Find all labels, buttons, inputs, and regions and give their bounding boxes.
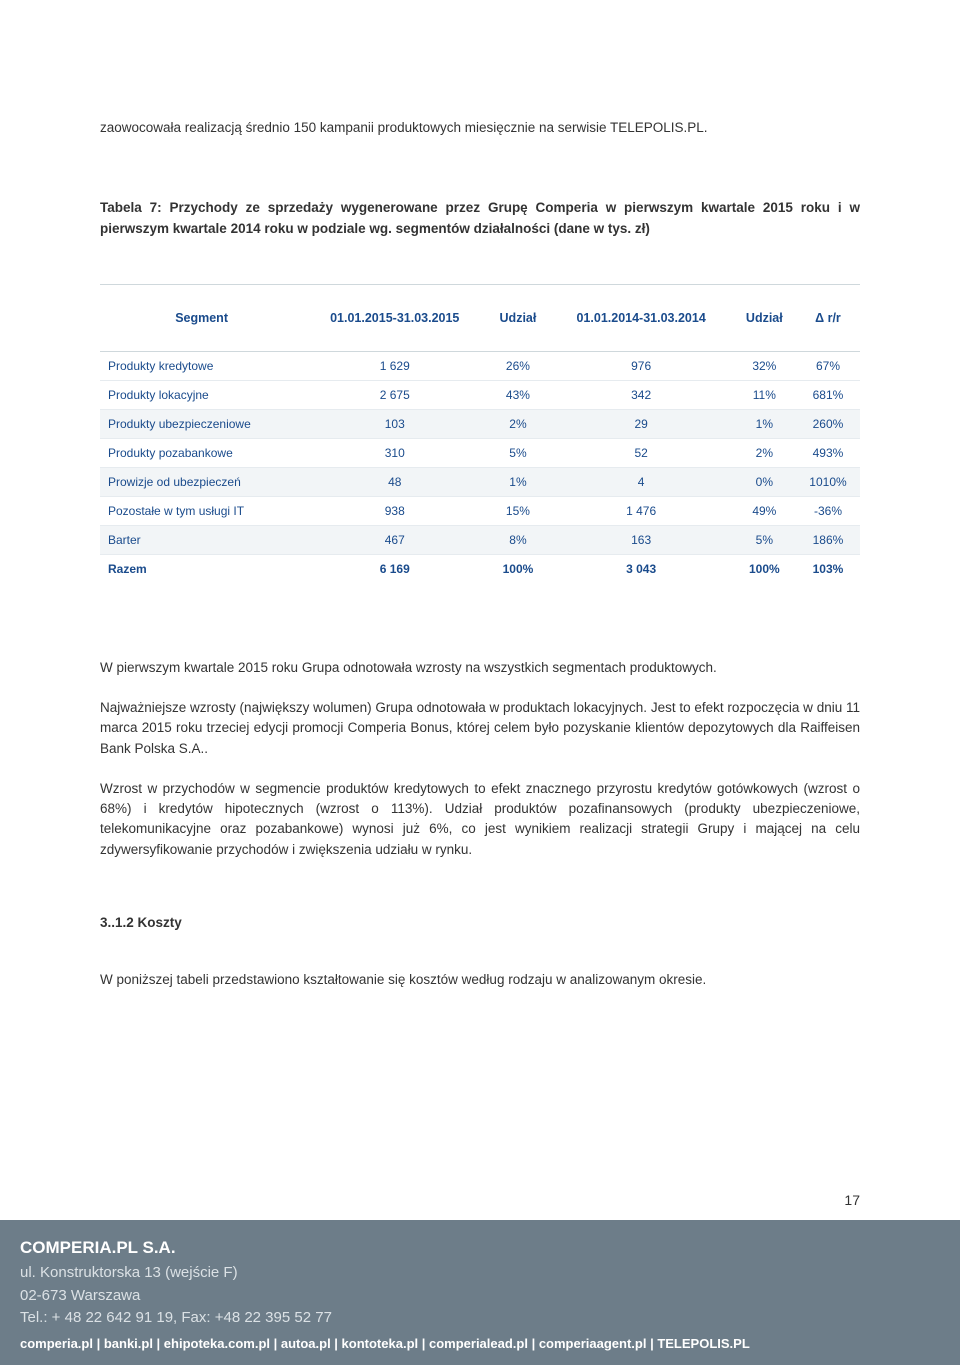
table-row: Produkty pozabankowe3105%522%493%: [100, 438, 860, 467]
table-cell: 8%: [486, 525, 549, 554]
table-cell: -36%: [796, 496, 860, 525]
col-share-2015: Udział: [486, 284, 549, 351]
table-total-cell: 103%: [796, 554, 860, 583]
table-cell: 52: [550, 438, 733, 467]
table-cell: 976: [550, 351, 733, 380]
table-total-cell: 100%: [486, 554, 549, 583]
table-cell: 2%: [486, 409, 549, 438]
footer-tel: Tel.: + 48 22 642 91 19, Fax: +48 22 395…: [20, 1307, 940, 1330]
intro-paragraph: zaowocowała realizacją średnio 150 kampa…: [100, 0, 860, 138]
table-cell: 15%: [486, 496, 549, 525]
table-header-row: Segment 01.01.2015-31.03.2015 Udział 01.…: [100, 284, 860, 351]
table-cell: 186%: [796, 525, 860, 554]
table-cell: 2%: [733, 438, 796, 467]
table-cell: 48: [303, 467, 486, 496]
table-row: Produkty ubezpieczeniowe1032%291%260%: [100, 409, 860, 438]
footer-sites: comperia.pl | banki.pl | ehipoteka.com.p…: [20, 1336, 940, 1351]
col-share-2014: Udział: [733, 284, 796, 351]
paragraph-3: Wzrost w przychodów w segmencie produktó…: [100, 779, 860, 860]
table-cell: 43%: [486, 380, 549, 409]
table-cell: 103: [303, 409, 486, 438]
table-cell: 5%: [486, 438, 549, 467]
table-cell: 29: [550, 409, 733, 438]
table-cell: 467: [303, 525, 486, 554]
table-cell: 163: [550, 525, 733, 554]
table-cell: 342: [550, 380, 733, 409]
page-number: 17: [844, 1192, 860, 1208]
table-cell: 26%: [486, 351, 549, 380]
table-cell: 310: [303, 438, 486, 467]
table-cell: 67%: [796, 351, 860, 380]
footer-company: COMPERIA.PL S.A.: [20, 1238, 940, 1258]
page-footer: COMPERIA.PL S.A. ul. Konstruktorska 13 (…: [0, 1220, 960, 1365]
table-total-cell: Razem: [100, 554, 303, 583]
table-cell: 11%: [733, 380, 796, 409]
paragraph-1: W pierwszym kwartale 2015 roku Grupa odn…: [100, 658, 860, 678]
table-cell: 1010%: [796, 467, 860, 496]
table-total-cell: 100%: [733, 554, 796, 583]
table-cell: 260%: [796, 409, 860, 438]
table-cell: 2 675: [303, 380, 486, 409]
col-period-2015: 01.01.2015-31.03.2015: [303, 284, 486, 351]
table-cell: 32%: [733, 351, 796, 380]
table-total-row: Razem6 169100%3 043100%103%: [100, 554, 860, 583]
table-cell: Produkty lokacyjne: [100, 380, 303, 409]
table-cell: 1 629: [303, 351, 486, 380]
col-delta: Δ r/r: [796, 284, 860, 351]
table-cell: 49%: [733, 496, 796, 525]
paragraph-2: Najważniejsze wzrosty (największy wolume…: [100, 698, 860, 759]
table-cell: 1 476: [550, 496, 733, 525]
table-row: Prowizje od ubezpieczeń481%40%1010%: [100, 467, 860, 496]
table-cell: 4: [550, 467, 733, 496]
footer-address-1: ul. Konstruktorska 13 (wejście F): [20, 1262, 940, 1285]
table-row: Pozostałe w tym usługi IT93815%1 47649%-…: [100, 496, 860, 525]
footer-address-2: 02-673 Warszawa: [20, 1285, 940, 1308]
table-total-cell: 6 169: [303, 554, 486, 583]
table-cell: Prowizje od ubezpieczeń: [100, 467, 303, 496]
table-cell: Produkty ubezpieczeniowe: [100, 409, 303, 438]
table-caption: Tabela 7: Przychody ze sprzedaży wygener…: [100, 198, 860, 239]
revenue-table: Segment 01.01.2015-31.03.2015 Udział 01.…: [100, 284, 860, 583]
sub-heading-koszty: 3..1.2 Koszty: [100, 915, 860, 930]
table-total-cell: 3 043: [550, 554, 733, 583]
col-period-2014: 01.01.2014-31.03.2014: [550, 284, 733, 351]
table-cell: Produkty kredytowe: [100, 351, 303, 380]
table-cell: 5%: [733, 525, 796, 554]
table-row: Produkty lokacyjne2 67543%34211%681%: [100, 380, 860, 409]
table-row: Barter4678%1635%186%: [100, 525, 860, 554]
table-cell: Produkty pozabankowe: [100, 438, 303, 467]
table-cell: 1%: [486, 467, 549, 496]
table-cell: 493%: [796, 438, 860, 467]
table-row: Produkty kredytowe1 62926%97632%67%: [100, 351, 860, 380]
table-cell: 938: [303, 496, 486, 525]
table-cell: Barter: [100, 525, 303, 554]
table-cell: 0%: [733, 467, 796, 496]
table-cell: Pozostałe w tym usługi IT: [100, 496, 303, 525]
table-cell: 1%: [733, 409, 796, 438]
paragraph-4: W poniższej tabeli przedstawiono kształt…: [100, 970, 860, 990]
table-cell: 681%: [796, 380, 860, 409]
col-segment: Segment: [100, 284, 303, 351]
